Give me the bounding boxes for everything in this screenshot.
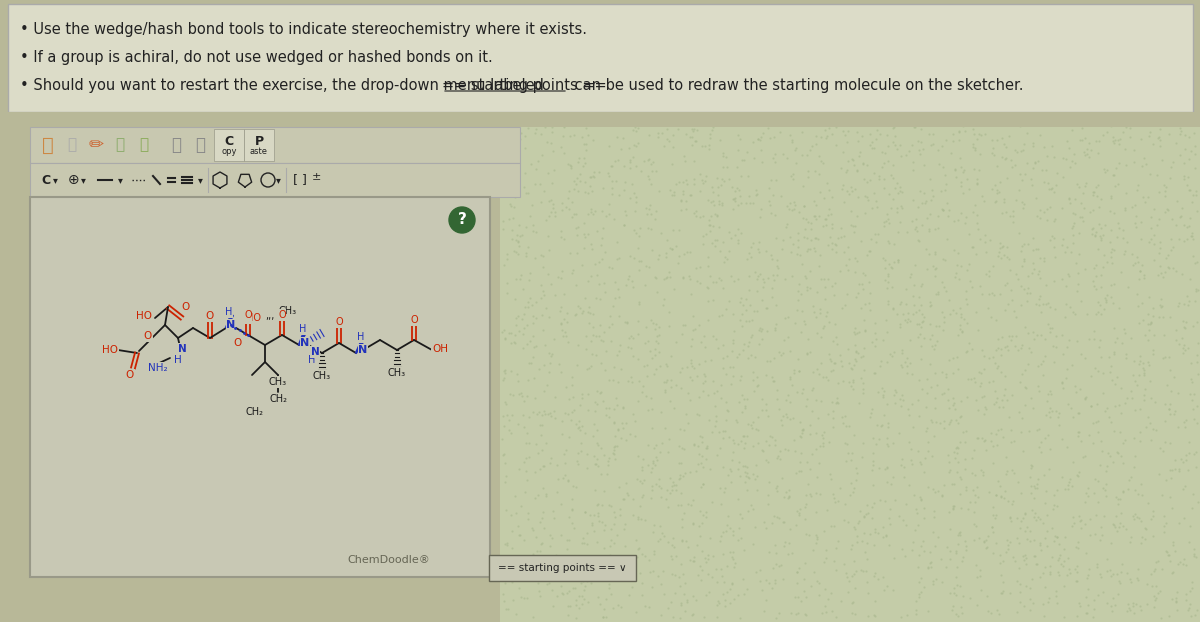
FancyBboxPatch shape: [244, 129, 274, 161]
Text: H: H: [174, 355, 182, 365]
Text: == starting points == ∨: == starting points == ∨: [498, 563, 626, 573]
Text: O: O: [126, 370, 134, 380]
Text: N: N: [178, 344, 186, 354]
Text: O: O: [144, 331, 152, 341]
Text: N: N: [227, 320, 235, 330]
Text: O: O: [410, 315, 418, 325]
Text: 📋: 📋: [67, 137, 77, 152]
Text: P: P: [254, 135, 264, 148]
Text: • Use the wedge/hash bond tools to indicate stereochemistry where it exists.: • Use the wedge/hash bond tools to indic…: [20, 22, 587, 37]
FancyBboxPatch shape: [8, 4, 1193, 112]
Text: O: O: [182, 302, 190, 312]
Text: ✋: ✋: [42, 136, 54, 154]
Text: O: O: [234, 338, 242, 348]
Polygon shape: [299, 332, 306, 345]
Text: ?: ?: [457, 213, 467, 228]
Text: ▾: ▾: [80, 175, 85, 185]
Text: • If a group is achiral, do not use wedged or hashed bonds on it.: • If a group is achiral, do not use wedg…: [20, 50, 493, 65]
Text: C: C: [42, 174, 50, 187]
Text: H: H: [358, 332, 365, 342]
Text: C: C: [224, 135, 234, 148]
Text: CH₂: CH₂: [269, 394, 287, 404]
Text: ⊕: ⊕: [68, 173, 80, 187]
Text: O: O: [206, 311, 214, 321]
Bar: [30, 163, 520, 197]
Text: 🌿: 🌿: [139, 137, 149, 152]
FancyBboxPatch shape: [214, 129, 244, 161]
Text: ChemDoodle®: ChemDoodle®: [347, 555, 430, 565]
Text: CH₃: CH₃: [313, 371, 331, 381]
Text: aste: aste: [250, 147, 268, 156]
Text: 🔍: 🔍: [172, 136, 181, 154]
Text: opy: opy: [221, 147, 236, 156]
Text: OH: OH: [432, 344, 448, 354]
Text: H: H: [308, 355, 316, 365]
Text: HO: HO: [102, 345, 118, 355]
Text: CH₂: CH₂: [246, 407, 264, 417]
Text: • Should you want to restart the exercise, the drop-down menu labeled: • Should you want to restart the exercis…: [20, 78, 548, 93]
Text: 🐾: 🐾: [115, 137, 125, 152]
Text: CH₃: CH₃: [388, 368, 406, 378]
Text: N: N: [359, 345, 367, 355]
Bar: [30, 197, 490, 577]
Text: ▾: ▾: [118, 175, 122, 185]
Text: ±: ±: [311, 172, 320, 182]
Text: O: O: [335, 317, 343, 327]
Text: ✏: ✏: [89, 136, 103, 154]
Text: H: H: [299, 324, 307, 334]
Text: CH₃: CH₃: [269, 377, 287, 387]
Circle shape: [449, 207, 475, 233]
Polygon shape: [355, 339, 365, 353]
Text: N: N: [300, 338, 310, 348]
Bar: [30, 127, 520, 163]
Text: [ ]: [ ]: [293, 174, 307, 187]
Text: ,,,: ,,,: [265, 311, 275, 321]
Text: HO: HO: [246, 313, 262, 323]
Text: HO: HO: [136, 311, 152, 321]
Text: ▾: ▾: [276, 175, 281, 185]
Text: NH₂: NH₂: [148, 363, 168, 373]
Text: ▾: ▾: [53, 175, 58, 185]
Text: ▾: ▾: [198, 175, 203, 185]
Text: O: O: [244, 310, 252, 320]
Text: can be used to redraw the starting molecule on the sketcher.: can be used to redraw the starting molec…: [570, 78, 1024, 93]
Bar: [0, 112, 1200, 127]
Text: 🔎: 🔎: [194, 136, 205, 154]
Text: H: H: [226, 307, 233, 317]
Text: CH₃: CH₃: [278, 306, 298, 316]
Text: == starting points ==: == starting points ==: [442, 78, 607, 93]
FancyBboxPatch shape: [490, 555, 636, 581]
Text: O: O: [278, 310, 286, 320]
Text: N: N: [311, 347, 319, 357]
Polygon shape: [226, 314, 233, 328]
Bar: [500, 112, 1200, 622]
